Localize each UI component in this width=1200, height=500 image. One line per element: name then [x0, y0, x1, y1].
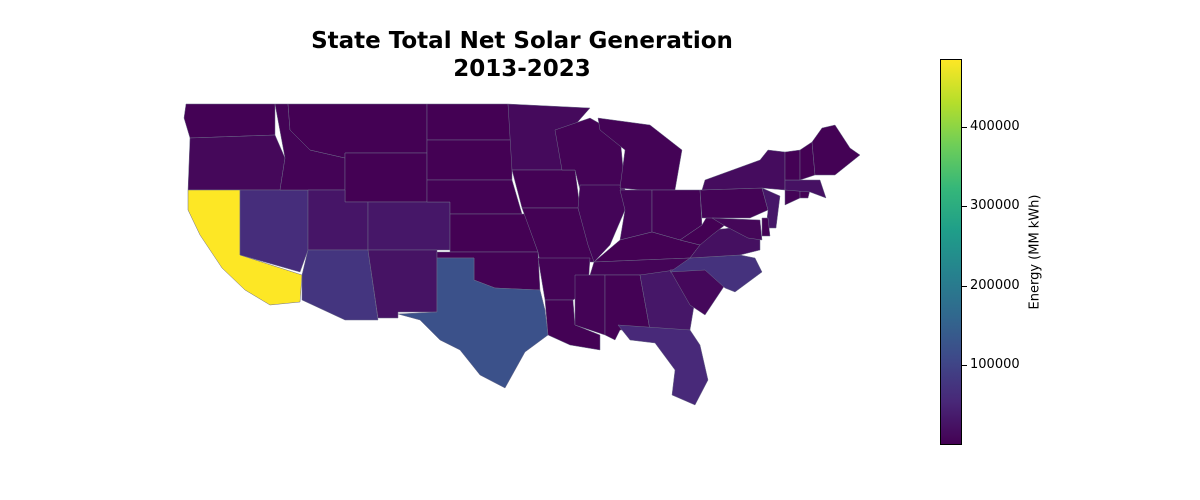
colorbar-tick — [962, 365, 967, 367]
state-co — [367, 201, 451, 251]
colorbar — [940, 59, 962, 445]
state-nd — [426, 103, 513, 141]
state-wa — [183, 103, 276, 139]
chart-title: State Total Net Solar Generation — [311, 28, 733, 54]
state-il — [577, 184, 626, 263]
state-or — [187, 134, 286, 191]
colorbar-tick — [962, 285, 967, 287]
state-wy — [344, 152, 428, 203]
state-vt — [784, 149, 801, 181]
colorbar-tick — [962, 126, 967, 128]
state-fl — [617, 324, 709, 406]
state-me — [811, 124, 861, 176]
state-ma — [784, 179, 827, 199]
state-md — [711, 217, 763, 241]
state-nm — [367, 249, 438, 319]
state-de — [761, 217, 771, 237]
state-ks — [449, 213, 539, 253]
colorbar-tick-label: 300000 — [970, 198, 1020, 214]
state-nc — [669, 254, 763, 293]
colorbar-tick-label: 400000 — [970, 118, 1020, 134]
colorbar-tick-label: 200000 — [970, 277, 1020, 293]
state-in — [619, 189, 653, 241]
state-az — [301, 249, 379, 321]
colorbar-tick — [962, 206, 967, 208]
state-nj — [761, 187, 781, 229]
colorbar-tick-label: 100000 — [970, 357, 1020, 373]
state-la — [544, 299, 601, 351]
state-sd — [426, 139, 513, 181]
state-ia — [511, 169, 581, 209]
chart-subtitle: 2013-2023 — [453, 56, 591, 82]
state-pa — [699, 187, 769, 219]
state-tx — [397, 257, 549, 389]
colorbar-label: Energy (MM kWh) — [1027, 194, 1043, 310]
state-ny — [701, 149, 786, 191]
state-ms — [574, 274, 606, 336]
us-state-map — [183, 103, 861, 406]
